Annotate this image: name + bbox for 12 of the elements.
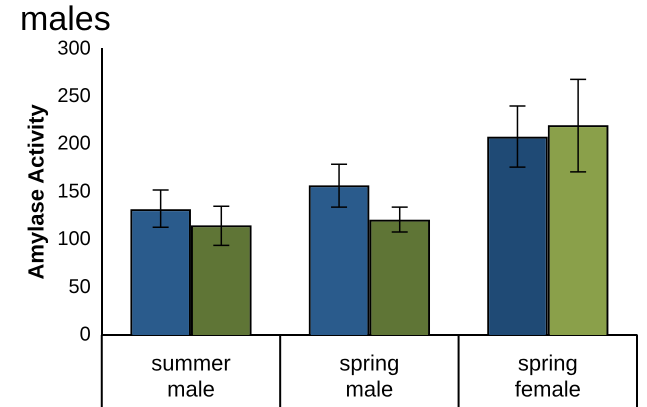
y-tick-label: 150 <box>57 180 91 202</box>
x-tick-label: spring male <box>339 350 400 402</box>
x-tick-label: summer male <box>151 350 231 402</box>
y-tick-label: 0 <box>80 324 91 346</box>
y-tick-label: 100 <box>57 228 91 250</box>
x-tick-label: spring female <box>514 350 581 402</box>
y-axis-title: Amylase Activity <box>23 104 48 280</box>
y-tick-label: 50 <box>68 276 91 298</box>
y-tick-label: 200 <box>57 132 91 155</box>
y-tick-label: 300 <box>57 37 91 60</box>
y-tick-label: 250 <box>57 85 91 108</box>
chart-title: males <box>20 0 111 38</box>
